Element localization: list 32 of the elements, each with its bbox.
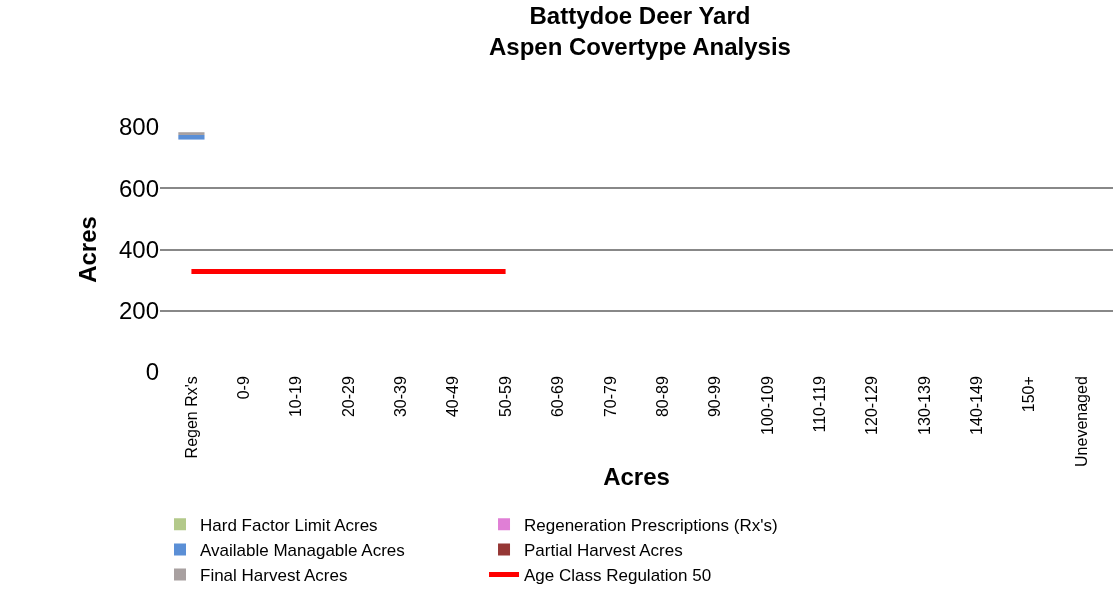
y-axis-title: Acres	[74, 216, 102, 283]
x-tick-label: 50-59	[496, 376, 514, 418]
chart-title: Battydoe Deer Yard Aspen Covertype Analysis	[489, 1, 791, 60]
x-tick-label: 60-69	[549, 376, 567, 418]
x-tick-label: 30-39	[392, 376, 410, 418]
legend-label: Partial Harvest Acres	[524, 541, 683, 561]
x-tick-label: Regen Rx's	[182, 376, 200, 459]
legend-label: Hard Factor Limit Acres	[200, 515, 378, 535]
x-axis-title: Acres	[603, 463, 670, 491]
y-tick-label: 200	[118, 297, 159, 325]
x-tick-label: 40-49	[444, 376, 462, 418]
x-tick-label: 70-79	[601, 376, 619, 418]
x-tick-label: 80-89	[653, 376, 671, 418]
x-tick-label: 140-149	[968, 376, 986, 435]
x-tick-label: 10-19	[287, 376, 305, 418]
x-tick-label: 90-99	[706, 376, 724, 418]
y-tick-label: 400	[118, 235, 159, 263]
legend-label: Final Harvest Acres	[200, 566, 348, 586]
x-tick-label: 120-129	[863, 376, 881, 435]
x-tick-label: 0-9	[234, 376, 252, 400]
y-tick-label: 0	[145, 358, 159, 386]
x-tick-label: 130-139	[915, 376, 933, 435]
legend-label: Available Managable Acres	[200, 541, 405, 561]
x-tick-label: 20-29	[339, 376, 357, 418]
y-tick-label: 600	[118, 174, 159, 202]
legend-label: Age Class Regulation 50	[524, 566, 712, 586]
x-tick-label: 110-119	[810, 376, 828, 433]
x-tick-label: Unevenaged	[1072, 376, 1090, 467]
y-tick-label: 800	[118, 113, 159, 141]
x-tick-label: 150+	[1020, 376, 1038, 413]
legend-label: Regeneration Prescriptions (Rx's)	[524, 515, 778, 535]
x-tick-label: 100-109	[758, 376, 776, 435]
